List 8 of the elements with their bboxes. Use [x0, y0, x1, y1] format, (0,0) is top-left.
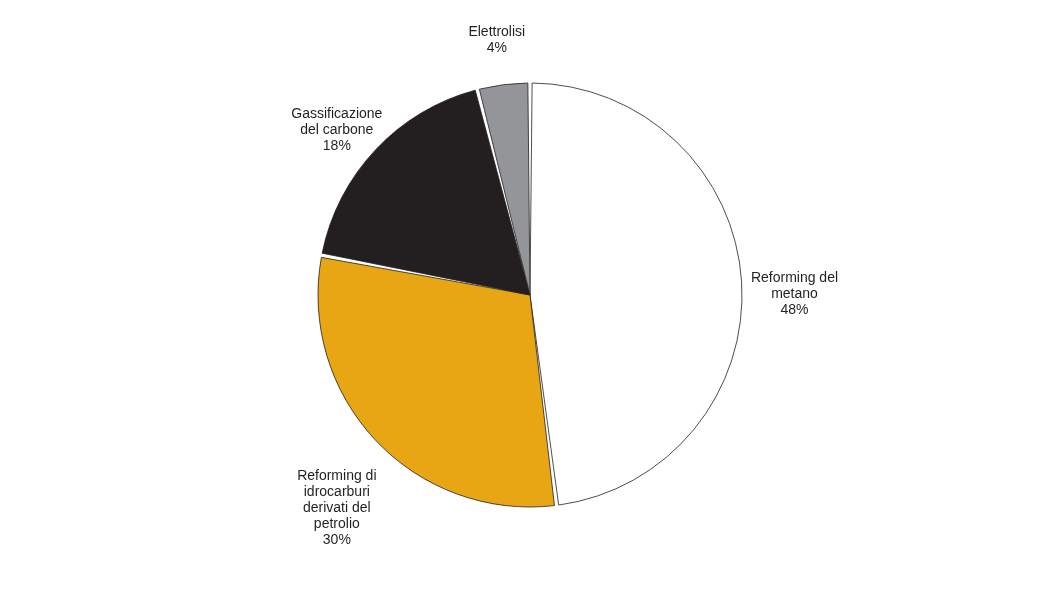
data-label: 30% [322, 531, 351, 548]
slice-label: Elettrolisi [468, 23, 526, 40]
data-label: 48% [780, 301, 809, 318]
data-label: 4% [486, 39, 507, 56]
slice-label: Reforming del metano [750, 269, 839, 302]
slice-label: Reforming di idrocarburi derivati del petrolio [297, 467, 377, 532]
slice-label: Gassificazione del carbone [291, 104, 383, 137]
data-label: 18% [322, 136, 351, 153]
